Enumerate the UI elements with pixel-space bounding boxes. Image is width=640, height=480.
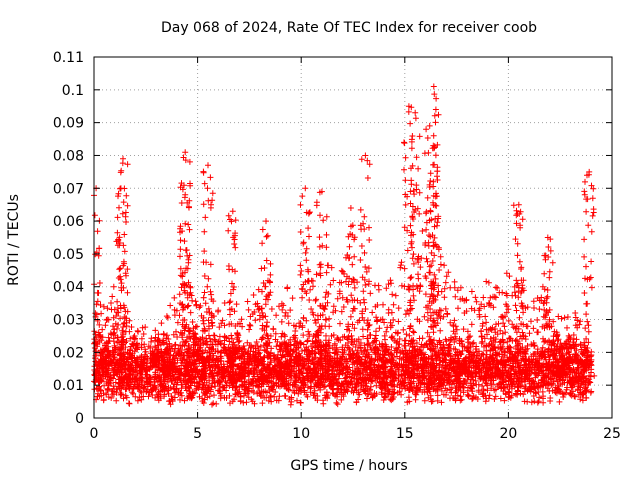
y-axis-label: ROTI / TECUs bbox=[6, 194, 22, 286]
x-tick-label: 5 bbox=[193, 426, 202, 442]
y-tick-label: 0.03 bbox=[53, 313, 84, 329]
y-tick-label: 0.04 bbox=[53, 280, 84, 296]
x-tick-label: 25 bbox=[603, 426, 621, 442]
x-tick-label: 15 bbox=[396, 426, 414, 442]
y-tick-label: 0.02 bbox=[53, 345, 84, 361]
scatter-markers bbox=[91, 83, 598, 408]
y-tick-label: 0.05 bbox=[53, 247, 84, 263]
x-axis-label: GPS time / hours bbox=[290, 458, 407, 474]
y-tick-label: 0.11 bbox=[53, 50, 84, 66]
x-tick-label: 10 bbox=[292, 426, 310, 442]
x-tick-labels: 0 5 10 15 20 25 bbox=[90, 426, 621, 442]
y-tick-label: 0.07 bbox=[53, 181, 84, 197]
y-tick-labels: 0 0.01 0.02 0.03 0.04 0.05 0.06 0.07 0.08 0.09 0.1… bbox=[53, 50, 84, 427]
chart-title: Day 068 of 2024, Rate Of TEC Index for r… bbox=[161, 20, 537, 36]
y-tick-label: 0.01 bbox=[53, 378, 84, 394]
axis-ticks bbox=[93, 56, 613, 419]
y-tick-label: 0.08 bbox=[53, 148, 84, 164]
y-tick-label: 0.09 bbox=[53, 116, 84, 132]
y-tick-label: 0 bbox=[75, 411, 84, 427]
data-points bbox=[91, 83, 598, 408]
x-tick-label: 20 bbox=[499, 426, 517, 442]
y-tick-label: 0.1 bbox=[62, 83, 84, 99]
x-tick-label: 0 bbox=[90, 426, 99, 442]
y-tick-label: 0.06 bbox=[53, 214, 84, 230]
plot-frame bbox=[93, 56, 613, 419]
